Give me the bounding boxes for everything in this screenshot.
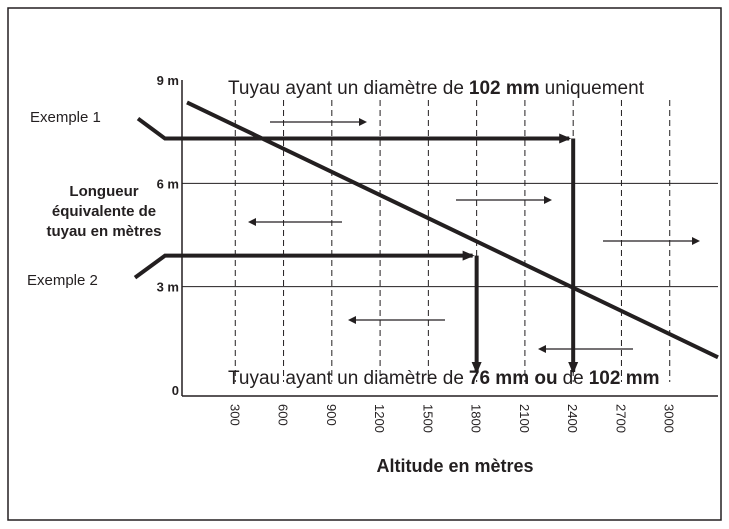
example-label: Exemple 1 (30, 109, 101, 126)
x-tick-label: 1800 (469, 404, 484, 433)
example-path (133, 250, 475, 280)
x-tick-label: 900 (324, 404, 339, 426)
region-label-part: 102 mm (469, 78, 540, 99)
region-label: Tuyau ayant un diamètre de 76 mm ou de 102 … (228, 368, 660, 389)
x-axis-label: Altitude en mètres (376, 456, 533, 476)
y-tick-label: 3 m (157, 280, 179, 295)
region-label-part: de (563, 368, 584, 389)
x-tick-label: 300 (227, 404, 242, 426)
x-tick-label: 1500 (420, 404, 435, 433)
region-label-part: 102 mm (589, 368, 660, 389)
frame (7, 7, 722, 521)
example-label: Exemple 2 (27, 272, 98, 289)
region-label: Tuyau ayant un diamètre de 102 mm uniqueme… (228, 78, 645, 99)
region-label-part: Tuyau ayant un diamètre de (228, 368, 464, 389)
x-tick-label: 1200 (372, 404, 387, 433)
y-tick-label: 0 (172, 383, 179, 398)
region-label-part: uniquement (545, 78, 645, 99)
region-label-part: 76 mm ou (469, 368, 558, 389)
y-axis-label: équivalente de (52, 203, 156, 220)
example-path (136, 116, 572, 144)
x-tick-label: 2400 (565, 404, 580, 433)
y-axis-label: tuyau en mètres (46, 223, 161, 240)
y-tick-label: 6 m (157, 176, 179, 191)
y-tick-label: 9 m (157, 73, 179, 88)
x-tick-label: 3000 (662, 404, 677, 433)
x-tick-label: 2100 (517, 404, 532, 433)
y-axis-label: Longueur (69, 183, 138, 200)
region-label-part: Tuyau ayant un diamètre de (228, 78, 464, 99)
series-line (186, 100, 719, 360)
x-tick-label: 2700 (613, 404, 628, 433)
x-tick-label: 600 (276, 404, 291, 426)
